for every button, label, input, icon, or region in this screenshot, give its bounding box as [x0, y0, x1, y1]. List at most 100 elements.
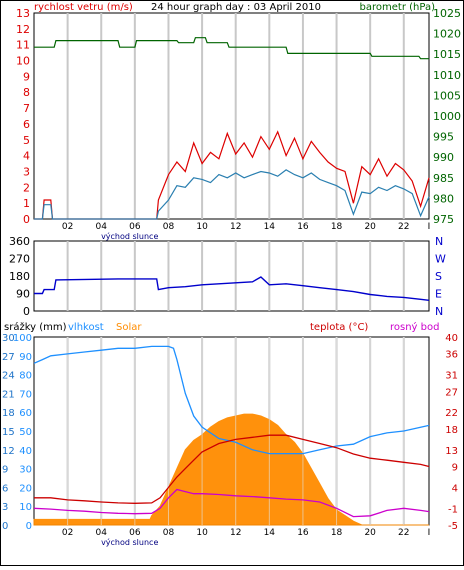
- wind-tick-label: 9: [23, 70, 30, 83]
- wind-direction-line: [34, 276, 430, 301]
- dew-axis-label: rosný bod: [390, 321, 439, 333]
- compass-label: N: [435, 305, 443, 318]
- rain-tick-label: 24: [2, 371, 15, 382]
- humidity-tick-label: 30: [19, 465, 32, 476]
- x-tick-label: 06: [129, 528, 141, 538]
- baro-tick-label: 980: [433, 192, 454, 205]
- direction-tick-label: 0: [23, 305, 30, 318]
- wind-tick-label: 3: [23, 165, 30, 178]
- rain-tick-label: 12: [2, 446, 15, 457]
- compass-label: E: [435, 288, 442, 301]
- wind-tick-label: 12: [16, 23, 30, 36]
- solar-area: [33, 413, 429, 526]
- temp-tick-label: 9: [452, 463, 458, 474]
- rain-tick-label: 9: [2, 465, 8, 476]
- humidity-tick-label: 60: [19, 408, 32, 419]
- rain-tick-label: 15: [2, 427, 15, 438]
- baro-tick-label: 1020: [433, 28, 461, 41]
- baro-tick-label: 975: [433, 213, 454, 226]
- wind-tick-label: 0: [23, 213, 30, 226]
- wind-tick-label: 10: [16, 55, 30, 68]
- baro-tick-label: 990: [433, 151, 454, 164]
- temperature-panel: 0369121518212427300102030405060708090100…: [2, 333, 458, 547]
- x-tick-label: 14: [264, 528, 276, 538]
- wind-tick-label: 8: [23, 86, 30, 99]
- direction-tick-label: 180: [9, 270, 30, 283]
- wind-tick-label: 1: [23, 197, 30, 210]
- humidity-line: [33, 345, 430, 455]
- temp-axis-label: teplota (°C): [310, 322, 368, 333]
- plot-frame: [33, 240, 430, 312]
- x-tick-label: 10: [196, 528, 208, 538]
- wind-tick-label: 6: [23, 118, 30, 131]
- compass-label: W: [435, 253, 446, 266]
- wind-tick-label: 4: [23, 150, 30, 163]
- x-tick-label: 22: [398, 222, 409, 232]
- temp-tick-label: 4: [452, 483, 458, 494]
- dew-point-line: [33, 488, 430, 518]
- baro-tick-label: 1010: [433, 69, 461, 82]
- humidity-tick-label: 10: [19, 502, 32, 513]
- humidity-tick-label: 50: [19, 427, 32, 438]
- x-tick-label: 02: [62, 222, 73, 232]
- baro-axis-label: barometr (hPa): [360, 2, 436, 13]
- temperature-line: [34, 434, 430, 504]
- compass-label: N: [435, 235, 443, 248]
- temp-tick-label: 40: [445, 333, 458, 344]
- humidity-axis-label: vlhkost: [68, 322, 104, 333]
- rain-axis-label: srážky (mm): [4, 321, 67, 333]
- wind-tick-label: 11: [16, 39, 30, 52]
- x-tick-label: 16: [297, 222, 309, 232]
- wind-baro-panel: 0123456789101112139759809859909951000100…: [16, 7, 461, 241]
- sunrise-label: východ slunce: [101, 538, 158, 547]
- x-tick-label: 02: [62, 528, 73, 538]
- x-tick-label: 08: [163, 222, 175, 232]
- baro-tick-label: 1005: [433, 89, 461, 102]
- humidity-tick-label: 80: [19, 371, 32, 382]
- baro-tick-label: 1025: [433, 7, 461, 20]
- humidity-tick-label: 100: [13, 333, 32, 344]
- temp-tick-label: -5: [448, 521, 458, 532]
- x-tick-label: 18: [331, 528, 343, 538]
- x-tick-label: 20: [364, 528, 376, 538]
- x-tick-label: 10: [196, 222, 208, 232]
- barometer-line: [34, 37, 429, 60]
- temp-tick-label: -1: [448, 504, 458, 515]
- x-tick-label: 16: [297, 528, 309, 538]
- rain-tick-label: 18: [2, 408, 15, 419]
- baro-tick-label: 985: [433, 172, 454, 185]
- humidity-tick-label: 90: [19, 352, 32, 363]
- humidity-tick-label: 70: [19, 389, 32, 400]
- rain-tick-label: 0: [2, 521, 8, 532]
- rain-tick-label: 3: [2, 502, 8, 513]
- x-tick-label: 08: [163, 528, 175, 538]
- rain-tick-label: 27: [2, 352, 15, 363]
- baro-tick-label: 995: [433, 131, 454, 144]
- x-tick-label: 20: [364, 222, 376, 232]
- x-tick-label: 18: [331, 222, 343, 232]
- x-tick-label: 22: [398, 528, 409, 538]
- direction-tick-label: 90: [16, 288, 30, 301]
- x-tick-label: I: [428, 222, 431, 232]
- x-tick-label: 14: [264, 222, 276, 232]
- humidity-tick-label: 40: [19, 446, 32, 457]
- x-tick-label: 06: [129, 222, 141, 232]
- wind-axis-label: rychlost vetru (m/s): [34, 2, 133, 13]
- wind-average-line: [34, 169, 430, 220]
- x-tick-label: 12: [230, 222, 241, 232]
- x-tick-label: 12: [230, 528, 241, 538]
- wind-tick-label: 13: [16, 7, 30, 20]
- chart-title: 24 hour graph day : 03 April 2010: [151, 2, 321, 13]
- baro-tick-label: 1000: [433, 110, 461, 123]
- x-tick-label: I: [428, 528, 431, 538]
- temp-tick-label: 27: [445, 387, 458, 398]
- x-tick-label: 04: [96, 528, 108, 538]
- temp-tick-label: 22: [445, 408, 458, 419]
- temp-tick-label: 18: [445, 425, 458, 436]
- wind-tick-label: 5: [23, 134, 30, 147]
- direction-tick-label: 270: [9, 253, 30, 266]
- wind-tick-label: 2: [23, 181, 30, 194]
